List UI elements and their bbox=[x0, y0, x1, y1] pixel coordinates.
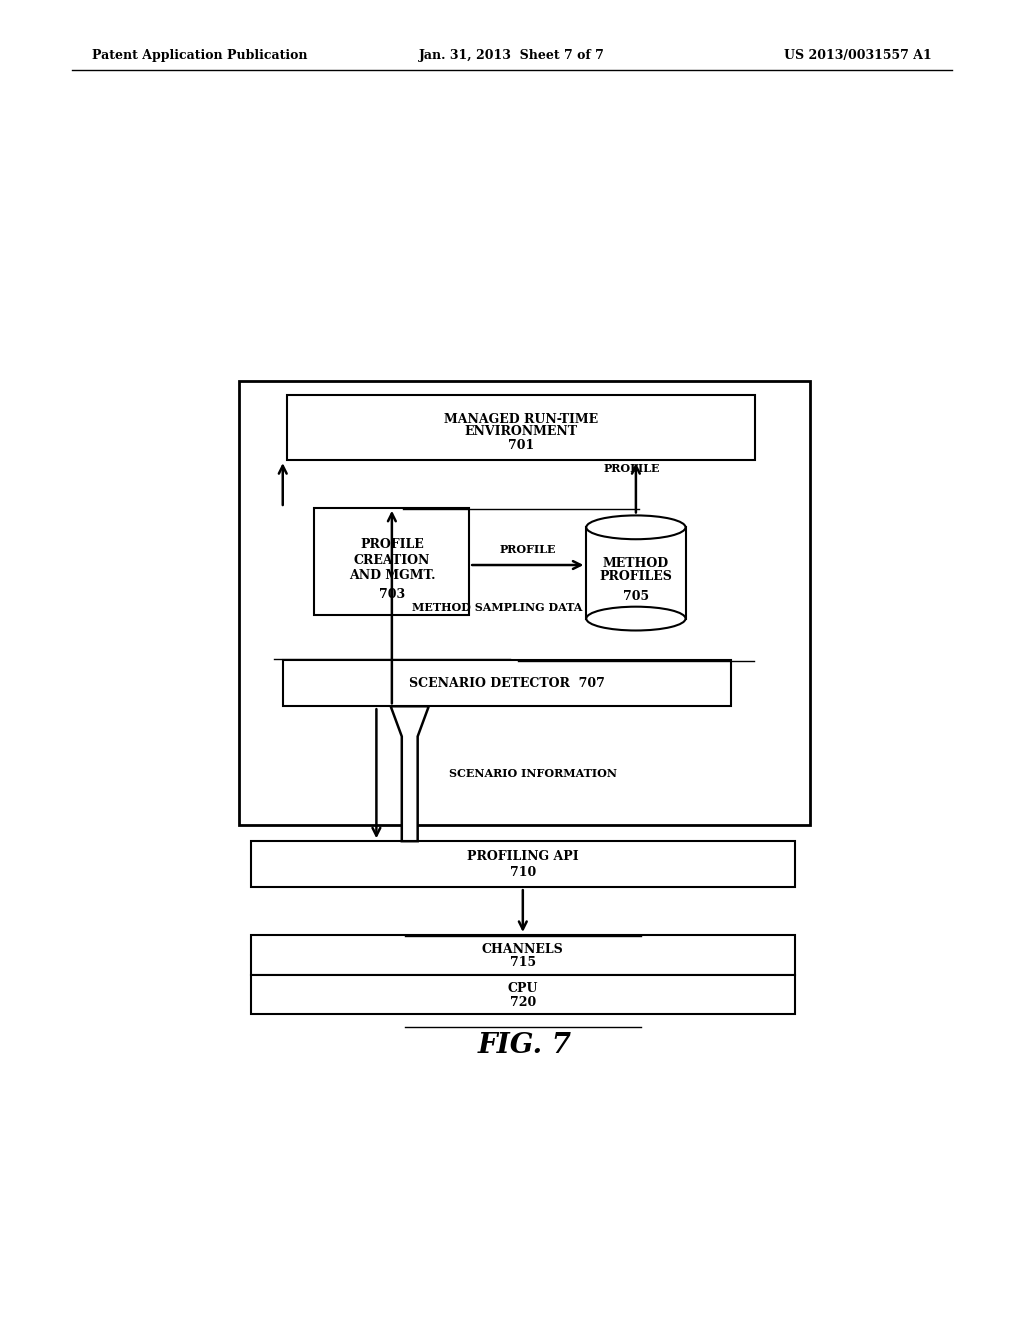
Ellipse shape bbox=[587, 515, 685, 540]
Text: 701: 701 bbox=[508, 438, 534, 451]
Text: PROFILES: PROFILES bbox=[599, 570, 673, 583]
Text: METHOD SAMPLING DATA: METHOD SAMPLING DATA bbox=[412, 602, 582, 612]
Text: 710: 710 bbox=[510, 866, 536, 879]
Text: PROFILE: PROFILE bbox=[604, 462, 660, 474]
FancyBboxPatch shape bbox=[251, 841, 795, 887]
Text: PROFILE: PROFILE bbox=[360, 537, 424, 550]
Text: CPU: CPU bbox=[508, 982, 538, 995]
Text: Patent Application Publication: Patent Application Publication bbox=[92, 49, 307, 62]
Text: AND MGMT.: AND MGMT. bbox=[348, 569, 435, 582]
Text: METHOD: METHOD bbox=[603, 557, 669, 570]
Text: 703: 703 bbox=[379, 587, 404, 601]
Text: FIG. 7: FIG. 7 bbox=[478, 1032, 571, 1060]
Text: 720: 720 bbox=[510, 995, 536, 1008]
FancyBboxPatch shape bbox=[283, 660, 731, 706]
FancyBboxPatch shape bbox=[251, 935, 795, 974]
FancyBboxPatch shape bbox=[287, 395, 755, 461]
Ellipse shape bbox=[587, 607, 685, 631]
Text: SCENARIO DETECTOR  707: SCENARIO DETECTOR 707 bbox=[409, 677, 605, 690]
Text: Jan. 31, 2013  Sheet 7 of 7: Jan. 31, 2013 Sheet 7 of 7 bbox=[419, 49, 605, 62]
Text: 715: 715 bbox=[510, 956, 536, 969]
Text: 705: 705 bbox=[623, 590, 649, 603]
Text: CREATION: CREATION bbox=[353, 553, 430, 566]
Text: PROFILING API: PROFILING API bbox=[467, 850, 579, 863]
FancyBboxPatch shape bbox=[314, 508, 469, 615]
Text: MANAGED RUN-TIME: MANAGED RUN-TIME bbox=[443, 413, 598, 426]
Text: US 2013/0031557 A1: US 2013/0031557 A1 bbox=[784, 49, 932, 62]
Text: SCENARIO INFORMATION: SCENARIO INFORMATION bbox=[449, 768, 616, 779]
FancyBboxPatch shape bbox=[251, 974, 795, 1014]
FancyBboxPatch shape bbox=[240, 381, 811, 825]
Text: PROFILE: PROFILE bbox=[500, 544, 556, 554]
Polygon shape bbox=[391, 706, 429, 841]
Text: ENVIRONMENT: ENVIRONMENT bbox=[464, 425, 578, 438]
Text: CHANNELS: CHANNELS bbox=[482, 942, 563, 956]
FancyBboxPatch shape bbox=[587, 527, 685, 619]
